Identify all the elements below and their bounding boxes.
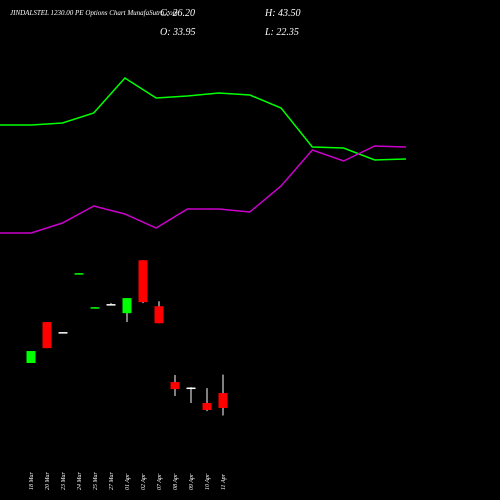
candle-body (122, 298, 132, 314)
indicator-line (0, 77, 407, 161)
candle-body (42, 322, 52, 349)
candle-body (138, 260, 148, 303)
x-tick-label: 24 Mar (76, 472, 83, 490)
candle-body (218, 393, 228, 409)
x-tick-label: 07 Apr (157, 473, 163, 490)
low-label: L: 22.35 (264, 27, 299, 38)
indicator-line (0, 145, 407, 234)
x-tick-label: 11 Apr (221, 473, 227, 490)
candle-body (186, 387, 196, 390)
x-tick-label: 18 Mar (29, 472, 35, 490)
candle-body (26, 351, 36, 364)
x-tick-label: 25 Mar (93, 472, 99, 490)
candle-body (90, 307, 100, 309)
x-tick-label: 27 Mar (109, 472, 115, 490)
x-tick-label: 02 Apr (141, 473, 147, 490)
close-label: C: 26.20 (160, 8, 195, 19)
x-tick-label: 01 Apr (125, 473, 131, 490)
candle-body (106, 304, 116, 306)
open-label: O: 33.95 (160, 27, 196, 38)
candle-body (154, 306, 164, 324)
x-tick-label: 08 Apr (173, 473, 179, 490)
candle-body (202, 403, 212, 410)
x-tick-label: 23 Mar (61, 472, 67, 490)
x-tick-label: 09 Apr (189, 473, 195, 490)
x-tick-label: 20 Mar (45, 472, 51, 490)
candle-body (74, 273, 84, 275)
candle-body (58, 332, 68, 334)
x-tick-label: 10 Apr (205, 473, 211, 490)
chart-title: JINDALSTEL 1230.00 PE Options Chart Muna… (10, 9, 178, 17)
high-label: H: 43.50 (264, 8, 301, 19)
candle-body (170, 382, 180, 390)
